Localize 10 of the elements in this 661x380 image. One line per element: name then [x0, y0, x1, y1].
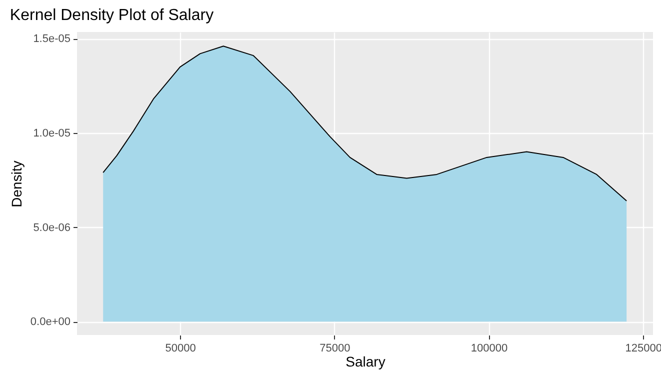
- y-tick-label: 5.0e-06: [33, 222, 70, 234]
- y-axis-title: Density: [8, 160, 24, 208]
- x-tick-label: 75000: [320, 342, 350, 354]
- x-tick-label: 100000: [470, 342, 508, 354]
- y-tick-label: 0.0e+00: [30, 316, 70, 328]
- x-tick-label: 50000: [165, 342, 196, 354]
- chart-title: Kernel Density Plot of Salary: [10, 7, 214, 24]
- y-tick-label: 1.0e-05: [33, 127, 70, 140]
- x-axis-title: Salary: [346, 354, 386, 370]
- y-tick-label: 1.5e-05: [33, 33, 70, 46]
